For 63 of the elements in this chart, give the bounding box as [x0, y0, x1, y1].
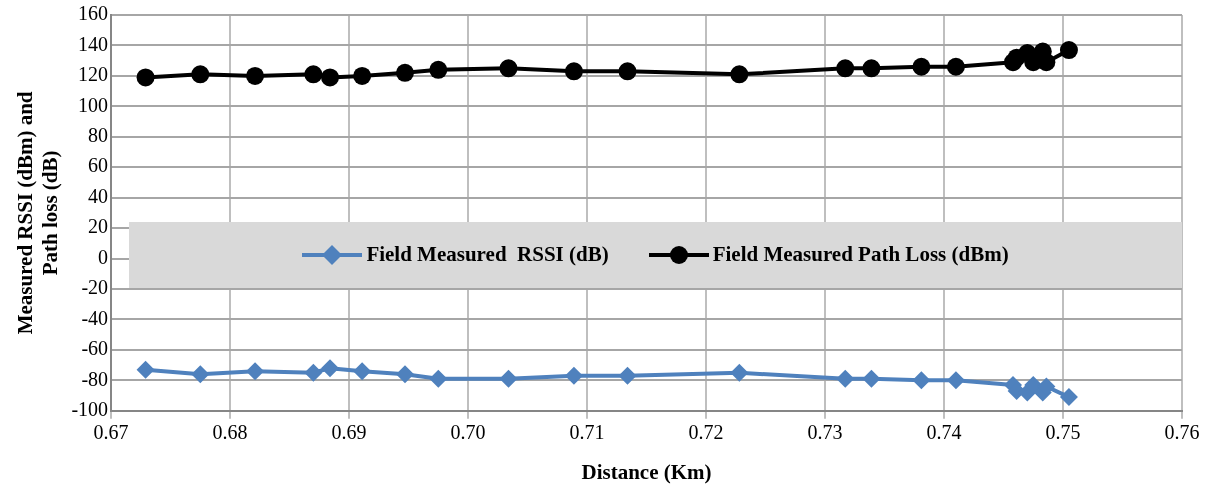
point — [618, 62, 637, 81]
point — [912, 57, 931, 76]
point — [499, 369, 518, 388]
x-axis-title: Distance (Km) — [581, 459, 712, 484]
point — [564, 366, 583, 385]
y-tick-label: -60 — [81, 337, 109, 360]
point — [395, 63, 414, 82]
x-tick-label: 0.72 — [688, 421, 724, 444]
point — [304, 65, 323, 84]
point — [246, 362, 265, 381]
point — [191, 65, 210, 84]
x-tick-label: 0.73 — [807, 421, 843, 444]
legend-label: Field Measured RSSI (dB) — [366, 242, 609, 268]
y-axis-title: Measured RSSI (dBm) and Path loss (dB) — [13, 91, 63, 335]
legend-label: Field Measured Path Loss (dBm) — [712, 242, 1009, 268]
point — [564, 62, 583, 81]
point — [730, 65, 749, 84]
point — [429, 369, 448, 388]
point — [136, 360, 155, 379]
point — [246, 66, 265, 85]
y-tick-label: 100 — [78, 93, 109, 116]
point — [395, 365, 414, 384]
point — [946, 57, 965, 76]
y-tick-label: 60 — [88, 154, 109, 177]
x-tick-label: 0.70 — [450, 421, 486, 444]
point — [191, 365, 210, 384]
point — [836, 369, 855, 388]
y-tick-label: 140 — [78, 32, 109, 55]
point — [1059, 41, 1078, 60]
point — [862, 369, 881, 388]
y-tick-label: -40 — [81, 306, 109, 329]
point — [1059, 388, 1078, 407]
point — [321, 68, 340, 87]
point — [618, 366, 637, 385]
point — [136, 68, 155, 87]
point — [304, 363, 323, 382]
point — [499, 59, 518, 78]
point — [946, 371, 965, 390]
y-tick-label: 40 — [88, 184, 109, 207]
x-tick-label: 0.75 — [1045, 421, 1081, 444]
y-tick-label: -20 — [81, 276, 109, 299]
x-tick-label: 0.71 — [569, 421, 605, 444]
x-tick-label: 0.76 — [1164, 421, 1200, 444]
y-tick-label: -100 — [71, 398, 109, 421]
point — [429, 60, 448, 79]
x-tick-label: 0.74 — [926, 421, 962, 444]
x-tick-label: 0.67 — [93, 421, 129, 444]
point — [353, 362, 372, 381]
x-tick-label: 0.69 — [331, 421, 367, 444]
x-tick-label: 0.68 — [212, 421, 248, 444]
y-tick-label: -80 — [81, 367, 109, 390]
point — [1037, 53, 1056, 72]
y-tick-label: 0 — [98, 245, 109, 268]
point — [912, 371, 931, 390]
y-tick-label: 120 — [78, 63, 109, 86]
point — [730, 363, 749, 382]
y-tick-label: 160 — [78, 2, 109, 25]
point — [321, 359, 340, 378]
y-tick-label: 20 — [88, 215, 109, 238]
point — [862, 59, 881, 78]
point — [836, 59, 855, 78]
y-tick-label: 80 — [88, 124, 109, 147]
point — [353, 66, 372, 85]
